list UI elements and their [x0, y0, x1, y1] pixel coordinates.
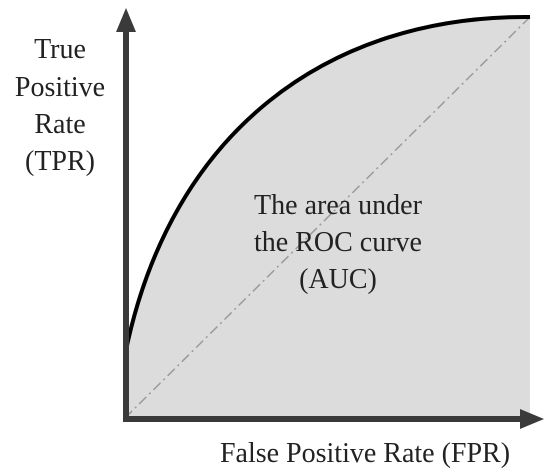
auc-label-line-3: (AUC)	[299, 264, 377, 295]
auc-label-line-1: The area under	[254, 190, 423, 221]
y-label-line-1: True	[34, 34, 86, 65]
auc-label-line-2: the ROC curve	[254, 227, 422, 258]
y-label-line-3: Rate	[34, 109, 85, 140]
x-axis-label: False Positive Rate (FPR)	[220, 438, 510, 469]
y-label-line-2: Positive	[15, 72, 105, 103]
y-axis-arrow-icon	[116, 8, 136, 32]
auc-label: The area under the ROC curve (AUC)	[254, 190, 423, 295]
roc-curve	[123, 14, 531, 356]
random-classifier-diagonal	[124, 16, 531, 419]
x-axis-arrow-icon	[520, 409, 544, 429]
y-axis-label: True Positive Rate (TPR)	[15, 34, 105, 177]
y-label-line-4: (TPR)	[25, 146, 95, 177]
